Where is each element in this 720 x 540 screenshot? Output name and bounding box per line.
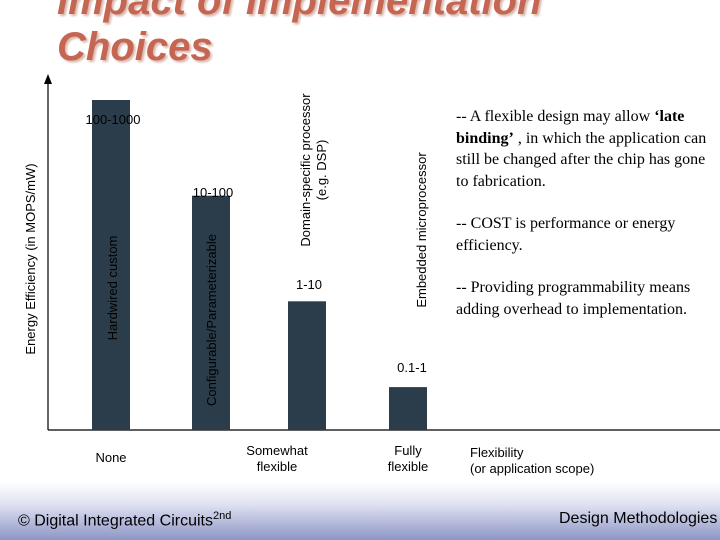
x-tick-label-0: None [95,450,126,465]
slide-title: Impact of Implementation Choices [57,0,542,70]
x-tick-label-2: Somewhat flexible [246,443,308,474]
bar-0 [92,100,130,430]
bar-3 [389,387,427,430]
chart-bars [92,100,427,430]
y-axis-arrow [44,74,52,84]
note-late-binding: -- A flexible design may allow ‘late bin… [456,108,707,190]
slide-title-line2: Choices [57,25,213,69]
bar-value-label-3: 0.1-1 [397,360,427,375]
slide-title-line1: Impact of Implementation [57,0,542,23]
bar-value-label-1: 10-100 [193,185,233,200]
note-cost: -- COST is performance or energy efficie… [456,215,676,254]
notes-panel: -- A flexible design may allow ‘late bin… [456,106,711,341]
footer-copyright: © Digital Integrated Circuits2nd [18,510,232,530]
bar-category-label-0: Hardwired custom [105,236,120,341]
bar-category-label-3: Embedded microprocessor [414,152,429,308]
bar-1 [192,195,230,430]
bar-2 [288,301,326,430]
y-axis-label: Energy Efficiency (in MOPS/mW) [23,163,38,354]
bar-category-label-1: Configurable/Parameterizable [204,234,219,406]
slide-footer: © Digital Integrated Circuits2nd Design … [0,482,720,540]
x-axis-label: Flexibility (or application scope) [470,445,594,476]
x-tick-label-3: Fully flexible [388,443,428,474]
bar-category-label-2: Domain-specific processor(e.g. DSP) [298,93,329,247]
chart-axes: Energy Efficiency (in MOPS/mW) [23,74,720,431]
chart-labels: Flexibility (or application scope) 100-100… [86,93,595,476]
note-programmability: -- Providing programmability means addin… [456,279,691,318]
bar-value-label-2: 1-10 [296,277,322,292]
footer-section-title: Design Methodologies [559,510,718,527]
bar-value-label-0: 100-1000 [86,112,141,127]
